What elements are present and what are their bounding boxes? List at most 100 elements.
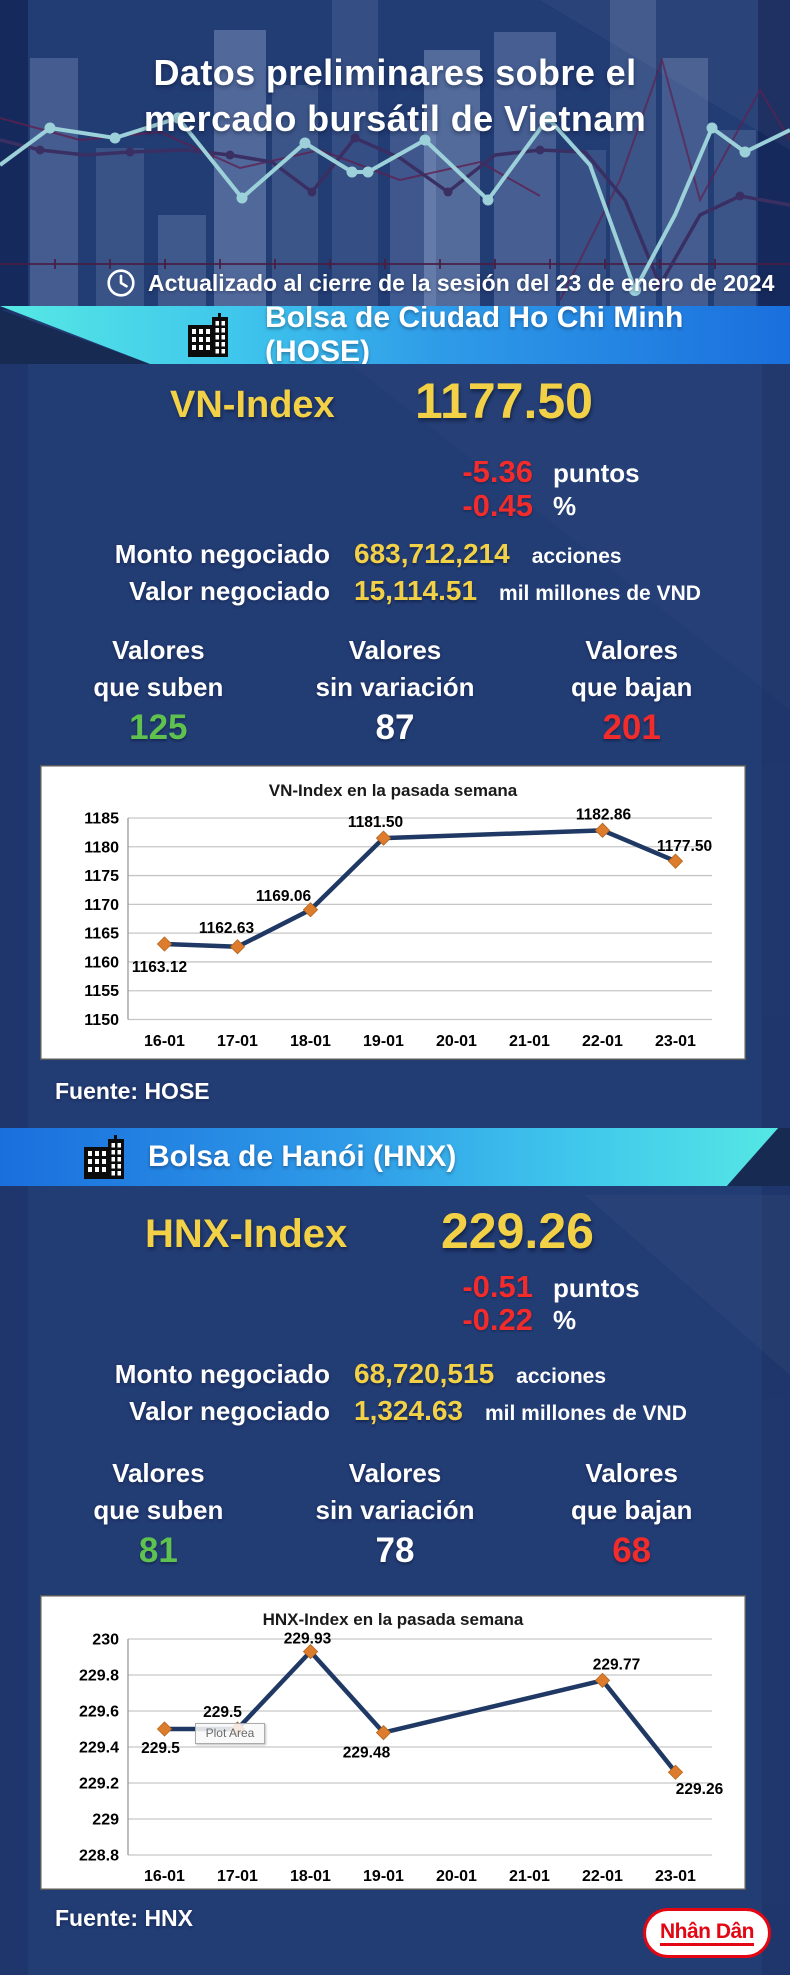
svg-text:229: 229 — [92, 1812, 119, 1829]
vn-volume-label: Monto negociado — [114, 539, 330, 569]
hnx-breadth-labels: Valores que suben Valores sin variación Va… — [40, 1455, 750, 1529]
hose-source: Fuente: HOSE — [55, 1078, 210, 1104]
svg-text:229.26: 229.26 — [676, 1781, 724, 1798]
svg-text:229.2: 229.2 — [79, 1776, 119, 1793]
svg-text:1155: 1155 — [84, 983, 119, 1000]
svg-text:1177.50: 1177.50 — [657, 838, 712, 855]
header-decoration — [0, 0, 790, 310]
svg-text:229.8: 229.8 — [79, 1668, 119, 1685]
svg-text:229.5: 229.5 — [141, 1740, 180, 1757]
hnx-unchanged-value: 78 — [375, 1531, 415, 1570]
building-icon — [188, 313, 228, 357]
svg-text:1165: 1165 — [84, 926, 119, 943]
svg-text:20-01: 20-01 — [436, 1033, 477, 1050]
vn-breadth-values: 125 87 201 — [40, 708, 750, 748]
svg-text:1163.12: 1163.12 — [132, 959, 187, 976]
vn-index-name: VN-Index — [170, 384, 335, 426]
svg-text:21-01: 21-01 — [509, 1868, 550, 1885]
hnx-turnover-unit: mil millones de VND — [485, 1402, 687, 1425]
svg-text:1162.63: 1162.63 — [199, 920, 255, 937]
hose-banner-label: Bolsa de Ciudad Ho Chi Minh (HOSE) — [265, 301, 684, 368]
svg-text:1169.06: 1169.06 — [256, 888, 312, 905]
svg-text:23-01: 23-01 — [655, 1868, 696, 1885]
svg-text:1185: 1185 — [84, 811, 119, 828]
svg-text:18-01: 18-01 — [290, 1033, 331, 1050]
svg-text:1170: 1170 — [84, 897, 119, 914]
hnx-change-percent: -0.22 — [462, 1302, 533, 1337]
vn-turnover-value: 15,114.51 — [354, 575, 478, 606]
hnx-index-name: HNX-Index — [145, 1212, 348, 1256]
vn-change-points: -5.36 — [462, 454, 533, 489]
hnx-volume-label: Monto negociado — [114, 1359, 330, 1389]
vn-breadth-labels: Valores que suben Valores sin variación Va… — [40, 632, 750, 706]
svg-text:1175: 1175 — [84, 868, 119, 885]
vn-change-points-unit: puntos — [553, 458, 640, 488]
vn-index-value: 1177.50 — [415, 373, 593, 429]
hnx-banner-label: Bolsa de Hanói (HNX) — [148, 1140, 457, 1173]
svg-text:1150: 1150 — [84, 1012, 119, 1029]
hnx-turnover-row: Valor negociado 1,324.63 mil millones de… — [0, 1395, 790, 1427]
building-icon — [84, 1135, 124, 1179]
svg-text:22-01: 22-01 — [582, 1033, 623, 1050]
svg-text:19-01: 19-01 — [363, 1868, 404, 1885]
vn-volume-row: Monto negociado 683,712,214 acciones — [0, 538, 790, 570]
svg-text:17-01: 17-01 — [217, 1868, 258, 1885]
svg-text:229.77: 229.77 — [593, 1656, 640, 1673]
page-title-line1: Datos preliminares sobre el — [153, 52, 637, 93]
hose-banner: Bolsa de Ciudad Ho Chi Minh (HOSE) — [0, 306, 790, 364]
page-title-line2: mercado bursátil de Vietnam — [143, 98, 647, 139]
hnx-gainers-value: 81 — [138, 1531, 178, 1570]
vn-change-percent: -0.45 — [462, 488, 533, 523]
vn-gainers-value: 125 — [129, 708, 188, 747]
svg-text:1180: 1180 — [84, 839, 119, 856]
svg-text:17-01: 17-01 — [217, 1033, 258, 1050]
vn-change-percent-unit: % — [553, 491, 577, 521]
svg-text:1181.50: 1181.50 — [348, 814, 403, 831]
svg-text:21-01: 21-01 — [509, 1033, 550, 1050]
hnx-change-percent-unit: % — [553, 1305, 577, 1335]
hnx-breadth-values: 81 78 68 — [40, 1531, 750, 1571]
svg-text:VN-Index en la pasada semana: VN-Index en la pasada semana — [269, 781, 518, 800]
vn-gainers-label: Valores que suben — [93, 635, 224, 702]
purple-line-decoration — [0, 133, 790, 290]
hnx-index-value: 229.26 — [441, 1203, 594, 1259]
svg-text:1182.86: 1182.86 — [576, 806, 632, 823]
hnx-change-points-unit: puntos — [553, 1273, 640, 1303]
cyan-line-decoration — [0, 112, 790, 296]
vn-losers-label: Valores que bajan — [570, 635, 693, 702]
hnx-volume-unit: acciones — [516, 1365, 607, 1388]
vn-unchanged-label: Valores sin variación — [315, 635, 475, 702]
hnx-change-points: -0.51 — [462, 1269, 533, 1304]
svg-text:HNX-Index en la pasada semana: HNX-Index en la pasada semana — [263, 1610, 524, 1629]
svg-text:229.4: 229.4 — [79, 1740, 119, 1757]
svg-text:16-01: 16-01 — [144, 1868, 185, 1885]
nhan-dan-logo: Nhân Dân — [643, 1908, 771, 1958]
hnx-losers-label: Valores que bajan — [570, 1458, 693, 1525]
svg-text:230: 230 — [92, 1632, 119, 1649]
svg-text:229.5: 229.5 — [203, 1704, 242, 1721]
svg-text:228.8: 228.8 — [79, 1848, 119, 1865]
svg-text:20-01: 20-01 — [436, 1868, 477, 1885]
vn-turnover-label: Valor negociado — [129, 576, 330, 606]
svg-text:16-01: 16-01 — [144, 1033, 185, 1050]
svg-text:229.6: 229.6 — [79, 1704, 119, 1721]
hnx-unchanged-label: Valores sin variación — [315, 1458, 475, 1525]
hnx-volume-value: 68,720,515 — [354, 1358, 495, 1389]
hnx-turnover-label: Valor negociado — [129, 1396, 330, 1426]
plot-area-tooltip-artifact: Plot Area — [195, 1723, 265, 1744]
svg-text:229.48: 229.48 — [343, 1745, 391, 1762]
hnx-gainers-label: Valores que suben — [93, 1458, 224, 1525]
hnx-losers-value: 68 — [612, 1531, 652, 1570]
svg-text:18-01: 18-01 — [290, 1868, 331, 1885]
hnx-banner: Bolsa de Hanói (HNX) — [0, 1128, 779, 1186]
hnx-volume-row: Monto negociado 68,720,515 acciones — [0, 1358, 790, 1390]
hnx-index-chart: HNX-Index en la pasada semana 230 229.8 229… — [40, 1595, 746, 1890]
svg-text:229.93: 229.93 — [284, 1631, 332, 1648]
hnx-turnover-value: 1,324.63 — [354, 1395, 463, 1426]
svg-text:22-01: 22-01 — [582, 1868, 623, 1885]
hnx-source: Fuente: HNX — [55, 1905, 193, 1931]
updated-text: Actualizado al cierre de la sesión del 2… — [148, 270, 775, 296]
svg-text:1160: 1160 — [84, 954, 119, 971]
vn-index-chart: VN-Index en la pasada semana 1185 1180 1175… — [40, 765, 746, 1060]
